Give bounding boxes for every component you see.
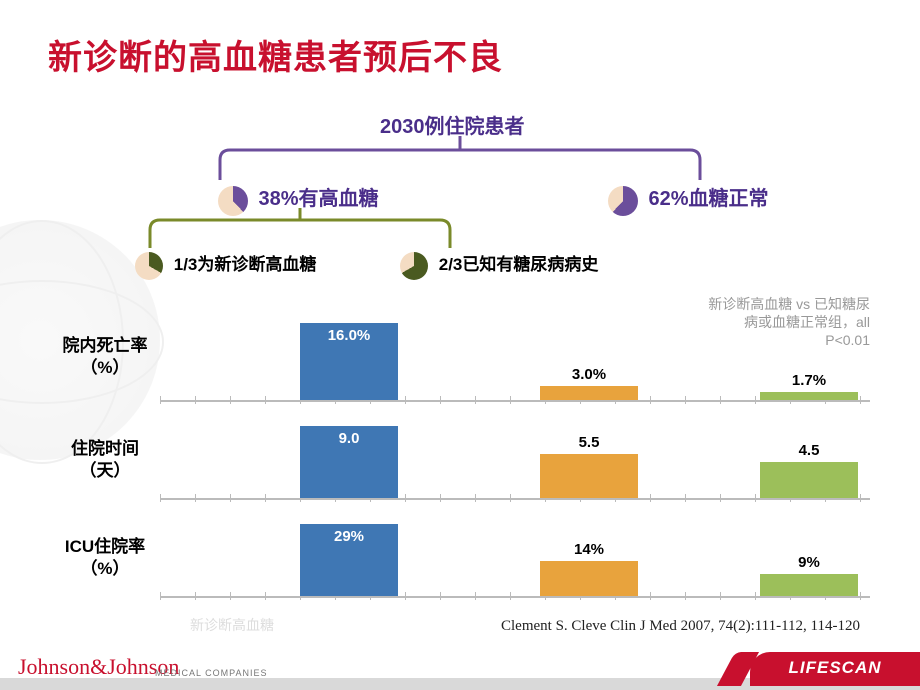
tree-node-normal: 62%血糖正常 [608, 182, 768, 216]
chart-ylabel: 住院时间（天） [50, 438, 160, 482]
axis-tick [405, 494, 406, 502]
axis-tick [720, 494, 721, 502]
bar: 9% [760, 574, 858, 596]
jnj-subtext: MEDICAL COMPANIES [155, 668, 268, 678]
tree-node-newdx: 1/3为新诊断高血糖 [135, 250, 316, 280]
tree-root: 2030例住院患者 [380, 110, 525, 139]
pie-icon [135, 252, 163, 280]
connector-olive [150, 208, 470, 254]
bar-value-label: 9.0 [300, 430, 398, 447]
axis-tick [860, 494, 861, 502]
title-text: 新诊断的高血糖患者预后不良 [48, 39, 503, 77]
bar-charts: 院内死亡率（%） 16.0% 3.0% 1.7% 住院时间（天） 9.0 5.5 4.5 ICU… [50, 315, 870, 614]
note-line1: 新诊断高血糖 vs 已知糖尿 [660, 295, 870, 313]
node-text: 62%血糖正常 [648, 188, 768, 210]
axis-tick [405, 592, 406, 600]
hierarchy-diagram: 2030例住院患者 38%有高血糖 62%血糖正常 1/3为新诊断高血糖 [0, 110, 920, 290]
axis-tick [195, 494, 196, 502]
axis-tick [475, 396, 476, 404]
bar-value-label: 14% [540, 541, 638, 558]
bar: 5.5 [540, 454, 638, 498]
tree-node-knowndm: 2/3已知有糖尿病病史 [400, 250, 598, 280]
axis-tick [510, 494, 511, 502]
bar-value-label: 3.0% [540, 366, 638, 383]
axis-tick [510, 592, 511, 600]
pie-icon [400, 252, 428, 280]
axis-tick [685, 494, 686, 502]
axis-tick [440, 592, 441, 600]
axis-tick [720, 396, 721, 404]
connector-purple [220, 136, 700, 186]
axis-tick [160, 396, 161, 404]
slide-title: 新诊断的高血糖患者预后不良 [48, 30, 503, 79]
bar: 9.0 [300, 426, 398, 498]
x-axis [160, 400, 870, 402]
tree-root-text: 2030例住院患者 [380, 116, 525, 138]
axis-tick [195, 592, 196, 600]
chart-row: 院内死亡率（%） 16.0% 3.0% 1.7% [50, 315, 870, 410]
axis-tick [860, 396, 861, 404]
axis-tick [755, 494, 756, 502]
bar-value-label: 4.5 [760, 442, 858, 459]
bar: 29% [300, 524, 398, 596]
axis-tick [405, 396, 406, 404]
axis-tick [230, 592, 231, 600]
axis-tick [650, 592, 651, 600]
axis-tick [230, 396, 231, 404]
watermark-text: 新诊断高血糖 [190, 615, 274, 635]
axis-tick [160, 592, 161, 600]
bar: 4.5 [760, 462, 858, 498]
bar-value-label: 9% [760, 554, 858, 571]
axis-tick [650, 494, 651, 502]
axis-tick [475, 592, 476, 600]
axis-tick [195, 396, 196, 404]
x-axis [160, 498, 870, 500]
lifescan-logo: LIFESCAN [750, 652, 920, 686]
citation: Clement S. Cleve Clin J Med 2007, 74(2):… [501, 618, 860, 635]
axis-tick [265, 494, 266, 502]
axis-tick [230, 494, 231, 502]
chart-row: ICU住院率（%） 29% 14% 9% [50, 516, 870, 606]
axis-tick [860, 592, 861, 600]
axis-tick [440, 494, 441, 502]
axis-tick [160, 494, 161, 502]
x-axis [160, 596, 870, 598]
node-text: 38%有高血糖 [258, 188, 378, 210]
axis-tick [265, 592, 266, 600]
bar: 16.0% [300, 323, 398, 400]
axis-tick [685, 592, 686, 600]
slide: 新诊断的高血糖患者预后不良 2030例住院患者 38%有高血糖 62%血糖正常 [0, 0, 920, 690]
axis-tick [265, 396, 266, 404]
axis-tick [475, 494, 476, 502]
bar: 1.7% [760, 392, 858, 400]
chart-row: 住院时间（天） 9.0 5.5 4.5 [50, 418, 870, 508]
chart-area: 9.0 5.5 4.5 [160, 418, 870, 508]
axis-tick [755, 396, 756, 404]
pie-icon [608, 186, 638, 216]
axis-tick [510, 396, 511, 404]
footer: Johnson&Johnson MEDICAL COMPANIES LIFESC… [0, 650, 920, 690]
bar: 3.0% [540, 386, 638, 400]
bar: 14% [540, 561, 638, 596]
node-text: 1/3为新诊断高血糖 [174, 255, 317, 274]
axis-tick [685, 396, 686, 404]
chart-area: 29% 14% 9% [160, 516, 870, 606]
node-text: 2/3已知有糖尿病病史 [439, 255, 599, 274]
axis-tick [650, 396, 651, 404]
axis-tick [440, 396, 441, 404]
axis-tick [755, 592, 756, 600]
chart-area: 16.0% 3.0% 1.7% [160, 315, 870, 410]
bar-value-label: 1.7% [760, 372, 858, 389]
chart-ylabel: ICU住院率（%） [50, 536, 160, 580]
bar-value-label: 29% [300, 528, 398, 545]
bar-value-label: 16.0% [300, 327, 398, 344]
axis-tick [720, 592, 721, 600]
chart-ylabel: 院内死亡率（%） [50, 335, 160, 379]
bar-value-label: 5.5 [540, 434, 638, 451]
